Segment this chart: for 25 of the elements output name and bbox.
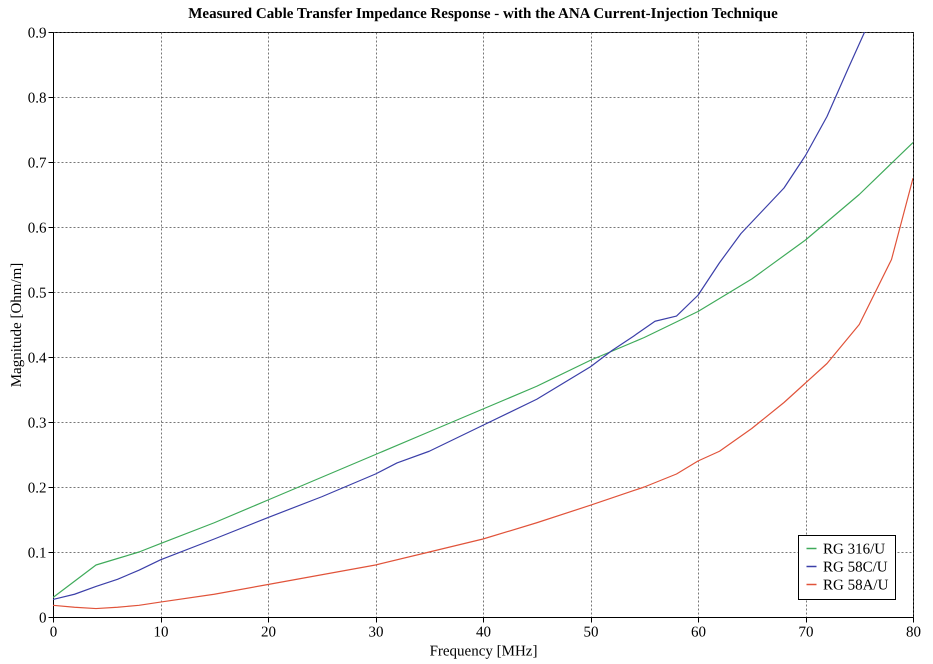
y-axis-title: Magnitude [Ohm/m] <box>8 262 25 388</box>
y-tick-label: 0.5 <box>28 286 46 302</box>
x-tick-label: 40 <box>476 624 491 640</box>
y-tick-label: 0.2 <box>28 480 46 496</box>
chart-title: Measured Cable Transfer Impedance Response - with the ANA Current-Injection Technique <box>188 6 778 22</box>
y-tick-label: 0.6 <box>28 220 47 236</box>
y-tick-label: 0 <box>39 610 46 626</box>
legend-label: RG 316/U <box>823 542 886 558</box>
x-tick-label: 70 <box>798 624 814 640</box>
x-axis-title: Frequency [MHz] <box>430 644 538 660</box>
x-tick-label: 0 <box>50 624 58 640</box>
x-tick-label: 60 <box>691 624 706 640</box>
x-tick-label: 80 <box>906 624 921 640</box>
y-tick-label: 0.8 <box>28 90 46 106</box>
y-tick-label: 0.9 <box>28 26 46 42</box>
x-tick-label: 30 <box>368 624 384 640</box>
x-tick-label: 20 <box>261 624 276 640</box>
legend-label: RG 58C/U <box>823 560 888 576</box>
y-tick-label: 0.1 <box>28 546 46 562</box>
y-tick-label: 0.4 <box>28 350 47 366</box>
y-tick-label: 0.7 <box>28 156 47 172</box>
legend-label: RG 58A/U <box>823 578 889 594</box>
x-tick-label: 50 <box>584 624 598 640</box>
y-tick-label: 0.3 <box>28 416 46 432</box>
x-tick-label: 10 <box>154 624 168 640</box>
